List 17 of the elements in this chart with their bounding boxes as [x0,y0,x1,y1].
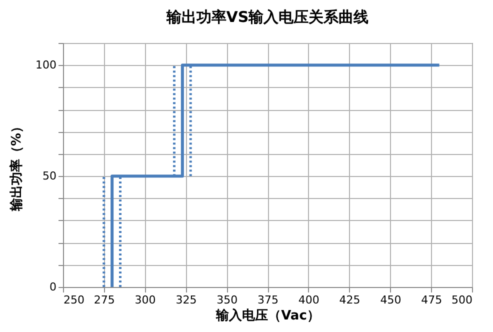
chart-title: 输出功率VS输入电压关系曲线 [165,8,369,26]
y-tick-label: 100 [36,58,56,72]
x-tick-label: 475 [421,294,442,306]
x-tick-label: 275 [94,294,115,306]
x-tick-label: 450 [380,294,402,306]
y-axis-title: 输出功率（%） [8,120,25,212]
x-tick-label: 400 [298,294,320,306]
x-tick-label: 425 [339,294,360,306]
x-tick-label: 300 [134,294,156,306]
x-tick-label: 325 [176,294,197,306]
x-axis-title: 输入电压（Vac） [215,308,320,324]
y-tick-label: 0 [50,280,56,294]
x-tick-label: 500 [452,294,472,306]
x-tick-label: 250 [64,294,84,306]
x-tick-label: 350 [216,294,238,306]
y-tick-label: 50 [42,170,56,183]
x-tick-label: 375 [258,294,278,306]
